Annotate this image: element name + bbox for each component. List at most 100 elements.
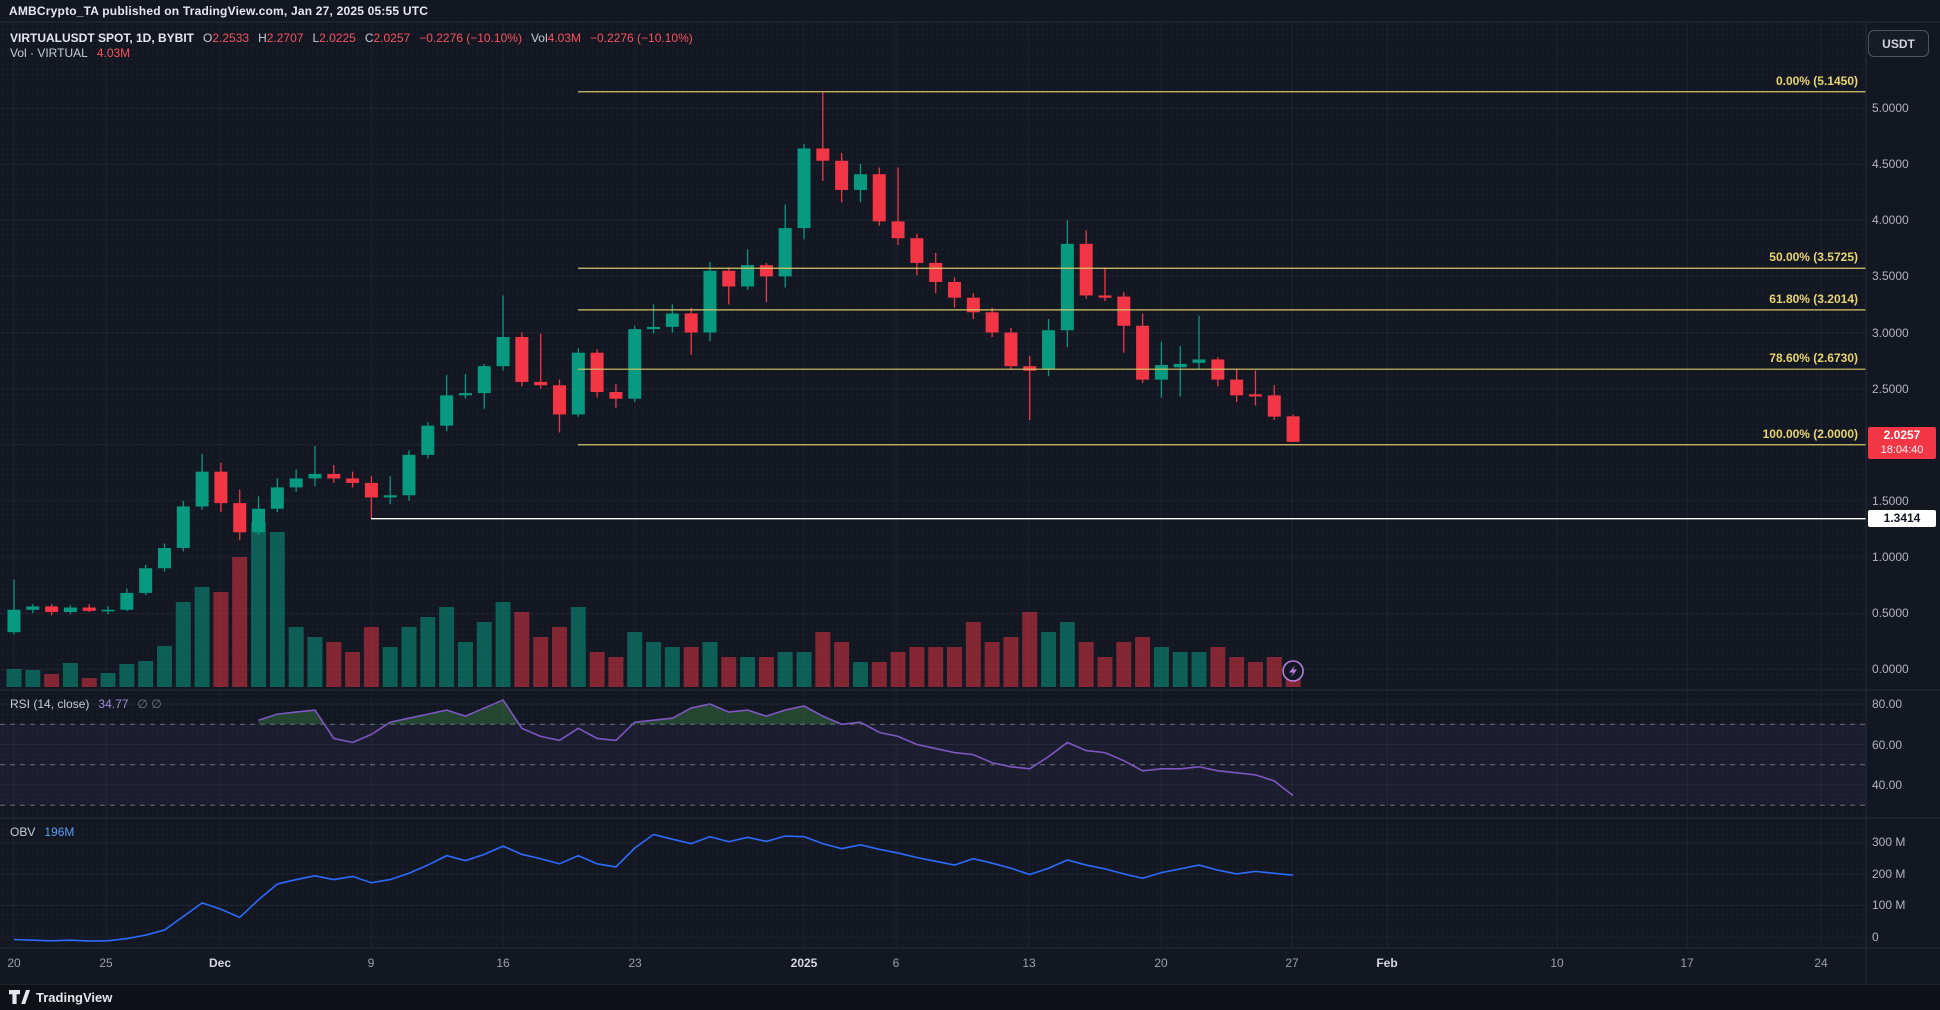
volume-bar (702, 642, 718, 687)
tradingview-logo-icon (9, 990, 30, 1004)
volume-bar (514, 612, 530, 687)
candle (346, 478, 360, 483)
close-label: C (364, 31, 374, 45)
rsi-label: RSI (10, 697, 31, 711)
volume-bar (251, 522, 267, 687)
rsi-legend[interactable]: RSI (14, close) 34.77 ∅ ∅ (10, 697, 162, 711)
candle (195, 471, 209, 507)
candle (308, 473, 322, 479)
volume-bar (834, 642, 850, 687)
obv-axis-label: 200 M (1872, 866, 1906, 881)
volume-bar (570, 607, 586, 687)
rsi-axis-label: 80.00 (1872, 697, 1903, 711)
time-axis-label: 9 (367, 956, 375, 970)
candle (759, 265, 773, 277)
volume-indicator-legend[interactable]: Vol · VIRTUAL 4.03M (10, 46, 130, 60)
volume-bar (382, 647, 398, 687)
volume-label: Vol (530, 31, 548, 45)
tradingview-logo[interactable]: TradingView (9, 990, 112, 1005)
candle (985, 312, 999, 333)
volume-bar (589, 652, 605, 687)
candle (910, 238, 924, 263)
volume-bar (25, 670, 41, 687)
volume-bar (1172, 652, 1188, 687)
candle (722, 270, 736, 287)
candle (1042, 330, 1056, 370)
candle (402, 454, 416, 496)
volume-bar (965, 622, 981, 687)
candle (26, 606, 40, 610)
candle (1136, 325, 1150, 380)
candle (82, 607, 96, 611)
symbol-legend[interactable]: VIRTUALUSDT SPOT, 1D, BYBIT O2.2533 H2.2… (10, 31, 693, 45)
volume-bar (758, 657, 774, 687)
volume-bar (815, 632, 831, 687)
candle (891, 221, 905, 239)
candle (1023, 366, 1037, 371)
candle (7, 609, 21, 633)
volume-indicator-label: Vol · VIRTUAL (10, 46, 88, 60)
candle (835, 160, 849, 190)
time-axis-label: 16 (496, 956, 510, 970)
candle (120, 592, 134, 610)
volume-bar (777, 652, 793, 687)
bar-countdown: 18:04:40 (1880, 443, 1924, 456)
fib-level-label: 100.00% (2.0000) (1762, 426, 1858, 441)
volume-bar (1078, 642, 1094, 687)
candle (948, 281, 961, 298)
footer-bar: TradingView (0, 985, 1940, 1010)
volume-bar (646, 642, 662, 687)
time-axis-label: 6 (892, 956, 900, 970)
rsi-empty-values: ∅ ∅ (137, 697, 162, 711)
price-axis-label: 2.5000 (1872, 381, 1909, 396)
candle (1248, 394, 1262, 397)
candle (1154, 365, 1168, 380)
volume-bar (1003, 637, 1019, 687)
volume-bar (1153, 647, 1169, 687)
volume-bar (269, 532, 285, 687)
volume-bar (1097, 657, 1113, 687)
time-axis-label: 23 (628, 956, 642, 970)
time-axis-label: Feb (1376, 956, 1398, 970)
rsi-params: (14, close) (33, 697, 90, 711)
candle (233, 503, 247, 533)
candle (327, 473, 341, 479)
candle (741, 265, 755, 287)
volume-bar (81, 678, 97, 687)
volume-bar (100, 673, 116, 687)
candle (477, 366, 491, 394)
candle (778, 228, 792, 277)
price-axis-label: 3.0000 (1872, 325, 1909, 340)
obv-axis-label: 0 (1872, 930, 1879, 944)
price-axis-label: 5.0000 (1872, 101, 1909, 115)
time-axis-label: 24 (1814, 956, 1828, 970)
time-axis-label: 27 (1285, 956, 1299, 970)
open-value: 2.2533 (212, 31, 250, 45)
time-axis-label: Dec (208, 956, 232, 970)
volume-bar (457, 642, 473, 687)
volume-bar (1041, 632, 1057, 687)
candle (552, 385, 566, 415)
low-label: L (312, 31, 320, 45)
currency-toggle-button[interactable]: USDT (1868, 30, 1929, 57)
volume-indicator-value: 4.03M (96, 46, 131, 60)
volume-bar (44, 674, 60, 687)
obv-line (13, 833, 1294, 942)
fib-level-label: 61.80% (3.2014) (1769, 291, 1858, 306)
flash-icon[interactable] (1282, 660, 1304, 682)
candle (1267, 395, 1281, 417)
volume-bar (6, 669, 22, 687)
candle (571, 352, 585, 415)
time-axis-label: 20 (7, 956, 21, 970)
volume-bar (947, 647, 962, 687)
volume-bar (345, 652, 361, 687)
volume-bar (307, 637, 323, 687)
candle (853, 174, 867, 190)
volume-bar (1229, 657, 1245, 687)
obv-legend[interactable]: OBV 196M (10, 825, 74, 839)
volume-bar (213, 592, 229, 687)
candle (684, 313, 698, 333)
volume-bar (551, 627, 567, 687)
volume-bar (1247, 662, 1263, 687)
